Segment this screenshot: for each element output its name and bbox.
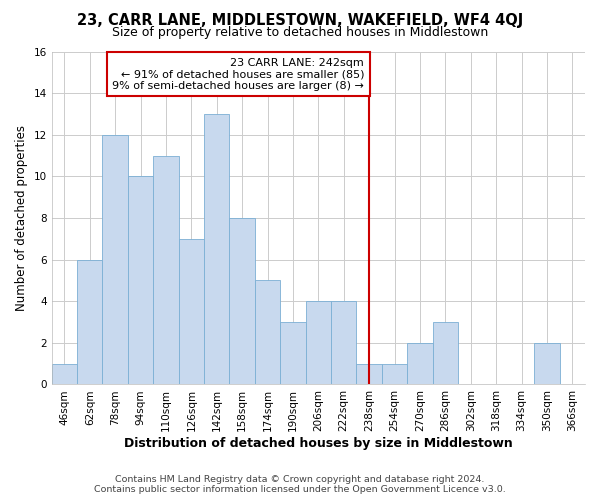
X-axis label: Distribution of detached houses by size in Middlestown: Distribution of detached houses by size … [124,437,513,450]
Text: Size of property relative to detached houses in Middlestown: Size of property relative to detached ho… [112,26,488,39]
Text: 23 CARR LANE: 242sqm
← 91% of detached houses are smaller (85)
9% of semi-detach: 23 CARR LANE: 242sqm ← 91% of detached h… [112,58,364,91]
Bar [305,301,331,384]
Bar [128,176,153,384]
Bar [179,239,204,384]
Bar [229,218,255,384]
Bar [255,280,280,384]
Y-axis label: Number of detached properties: Number of detached properties [15,125,28,311]
Text: Contains HM Land Registry data © Crown copyright and database right 2024.
Contai: Contains HM Land Registry data © Crown c… [94,474,506,494]
Bar [331,301,356,384]
Bar [382,364,407,384]
Bar [52,364,77,384]
Bar [77,260,103,384]
Bar [153,156,179,384]
Bar [356,364,382,384]
Bar [280,322,305,384]
Bar [103,134,128,384]
Bar [433,322,458,384]
Bar [407,343,433,384]
Bar [204,114,229,384]
Text: 23, CARR LANE, MIDDLESTOWN, WAKEFIELD, WF4 4QJ: 23, CARR LANE, MIDDLESTOWN, WAKEFIELD, W… [77,12,523,28]
Bar [534,343,560,384]
